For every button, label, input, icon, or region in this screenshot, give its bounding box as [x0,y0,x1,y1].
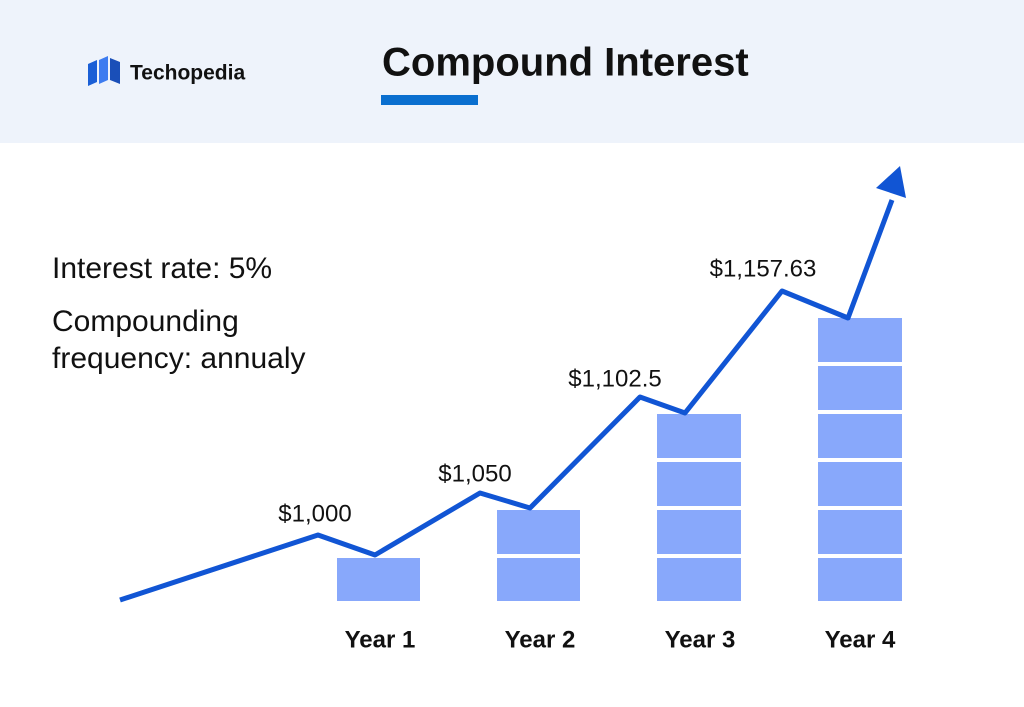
amount-label: $1,050 [438,460,511,487]
logo-text: Techopedia [130,62,245,85]
blocks [337,318,902,601]
note: Compounding [52,305,239,338]
year-label: Year 3 [665,626,736,653]
growth-line [119,199,895,603]
year-label: Year 4 [825,626,896,653]
note: frequency: annualy [52,342,306,375]
note: Interest rate: 5% [52,252,272,285]
arrow-head [876,166,906,198]
header-band [0,0,1024,143]
logo-icon [88,56,120,86]
amount-label: $1,000 [278,500,351,527]
amount-label: $1,102.5 [568,365,661,392]
title: Compound Interest [382,41,749,85]
year-label: Year 1 [345,626,416,653]
amount-label: $1,157.63 [710,255,817,282]
year-label: Year 2 [505,626,576,653]
title-underline [381,95,478,105]
